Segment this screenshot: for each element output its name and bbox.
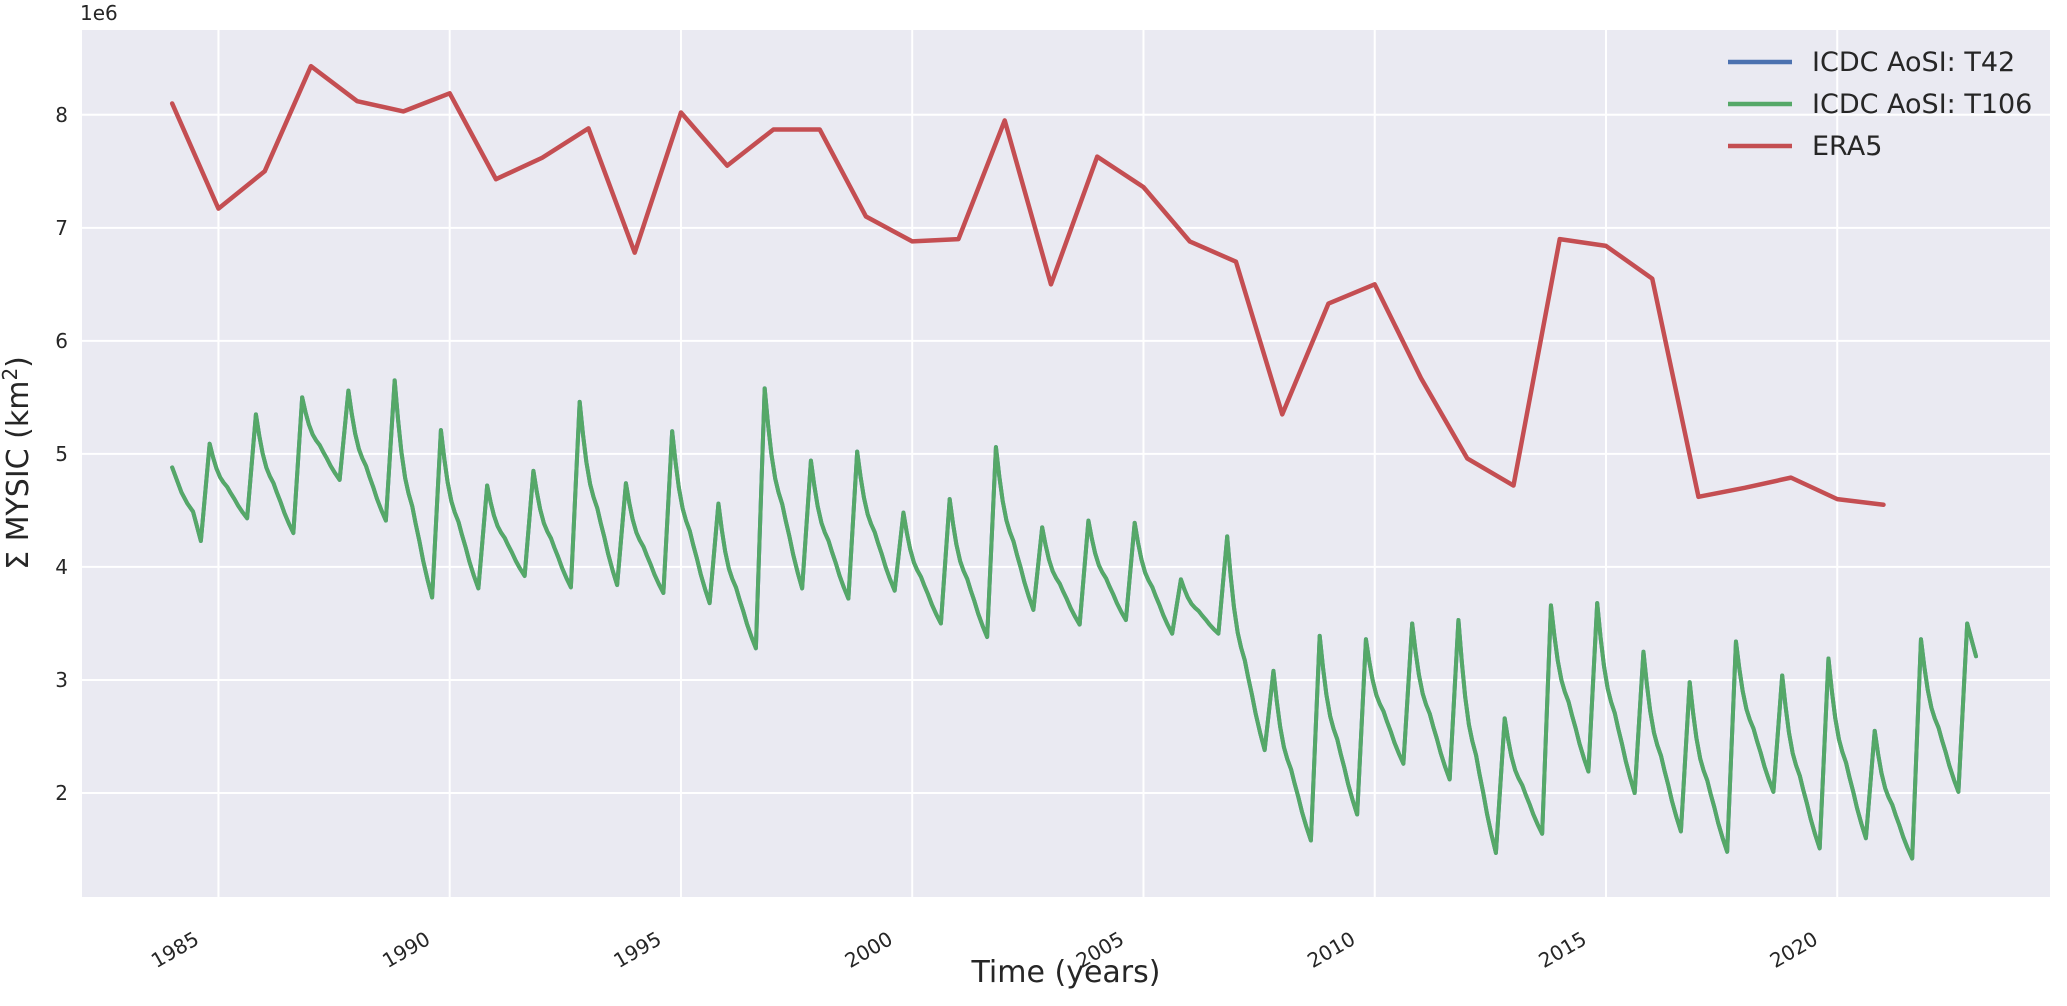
legend: ICDC AoSI: T42 ICDC AoSI: T106 ERA5 [1728,47,2032,162]
legend-label-t42: ICDC AoSI: T42 [1812,47,2015,78]
series-lines [169,63,1978,861]
x-tick-2020: 2020 [1766,927,1822,973]
y-tick-4: 4 [55,555,68,579]
legend-label-t106: ICDC AoSI: T106 [1812,89,2032,120]
x-tick-1995: 1995 [609,927,665,973]
y-tick-labels: 2 3 4 5 6 7 8 [55,103,68,805]
legend-label-era5: ERA5 [1812,131,1882,162]
y-tick-7: 7 [55,216,68,240]
plot-area [82,30,2050,897]
y-tick-3: 3 [55,668,68,692]
legend-item-era5: ERA5 [1728,131,1882,162]
y-tick-6: 6 [55,329,68,353]
y-axis-offset-text: 1e6 [80,1,118,25]
x-tick-2015: 2015 [1534,927,1590,973]
legend-item-t106: ICDC AoSI: T106 [1728,89,2032,120]
y-axis-label: Σ MYSIC (km2) [0,356,36,570]
legend-item-t42: ICDC AoSI: T42 [1728,47,2015,78]
y-tick-8: 8 [55,103,68,127]
x-tick-2000: 2000 [841,927,897,973]
series-line-era5 [169,63,1886,508]
x-tick-2010: 2010 [1303,927,1359,973]
x-tick-1985: 1985 [147,927,203,973]
series-line-icdc-aosi-t106 [170,378,1978,861]
y-tick-5: 5 [55,442,68,466]
y-tick-2: 2 [55,781,68,805]
gridlines [82,30,2050,897]
x-axis-label: Time (years) [971,955,1161,990]
x-tick-1990: 1990 [378,927,434,973]
